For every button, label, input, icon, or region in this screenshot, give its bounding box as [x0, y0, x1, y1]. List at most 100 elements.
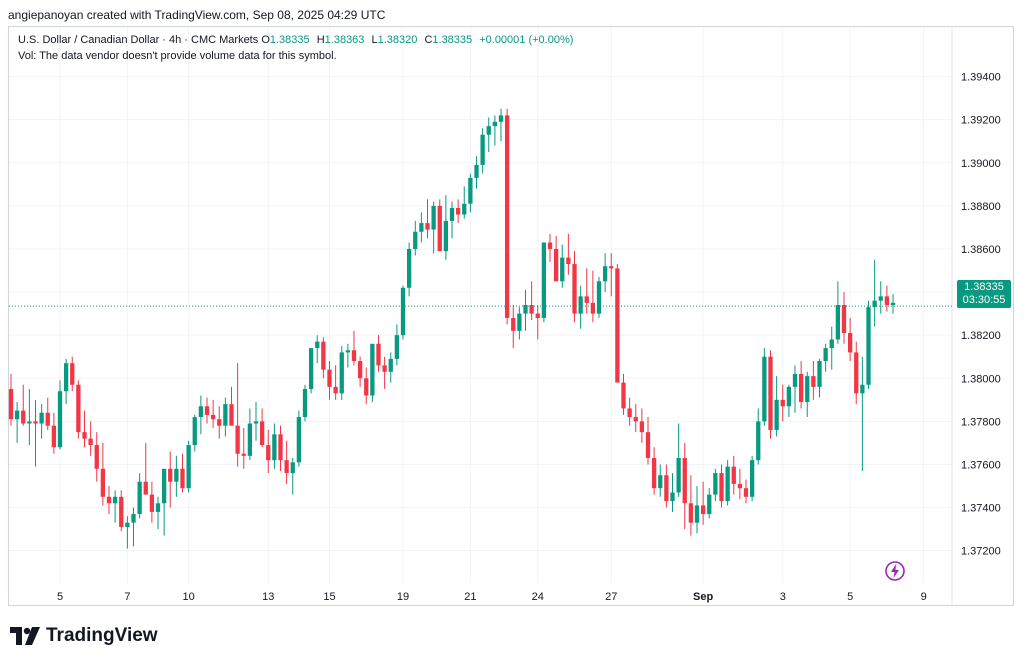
candle-body: [474, 164, 479, 178]
candle-body: [394, 335, 400, 359]
candle-body: [357, 361, 363, 379]
candle-body: [106, 496, 112, 504]
candle-body: [51, 425, 57, 448]
candle-body: [315, 341, 320, 349]
y-tick-label: 1.37400: [961, 503, 1001, 515]
candle-body: [63, 363, 69, 392]
candle-body: [860, 384, 865, 394]
candle-body: [835, 305, 841, 340]
low-value: 1.38320: [377, 34, 418, 46]
candle-body: [694, 505, 700, 523]
candle-body: [272, 434, 277, 461]
x-tick-label: 24: [532, 591, 544, 603]
candle-body: [854, 352, 859, 394]
candle-body: [737, 483, 743, 489]
candle-body: [529, 305, 534, 314]
candle-body: [517, 313, 522, 331]
candle-body: [290, 462, 295, 474]
candle-body: [486, 126, 491, 135]
x-tick-label: 27: [605, 591, 617, 603]
candle-body: [707, 494, 712, 515]
candle-body: [419, 223, 424, 232]
brand-name: TradingView: [46, 625, 158, 646]
candle-body: [174, 468, 179, 482]
candle-body: [762, 356, 767, 422]
candle-body: [27, 421, 32, 424]
candle-body: [247, 423, 253, 456]
candle-body: [45, 412, 50, 426]
candle-body: [259, 421, 265, 446]
candle-body: [627, 408, 632, 418]
candle-body: [572, 264, 577, 314]
x-tick-label: Sep: [693, 591, 713, 603]
candle-body: [731, 466, 736, 484]
candle-body: [149, 494, 155, 512]
candle-body: [639, 421, 645, 433]
candle-body: [94, 445, 99, 469]
change-value: +0.00001 (+0.00%): [479, 34, 574, 46]
candle-body: [749, 460, 755, 497]
candle-body: [406, 248, 412, 288]
candle-body: [578, 296, 583, 314]
candle-body: [547, 242, 553, 249]
candle-body: [492, 121, 498, 127]
lightning-icon[interactable]: [884, 560, 906, 582]
candle-body: [602, 266, 608, 282]
high-value: 1.38363: [324, 34, 365, 46]
candle-body: [866, 307, 871, 385]
current-price-label: 1.38335: [964, 281, 1004, 293]
candle-body: [676, 458, 681, 493]
candle-body: [296, 417, 302, 463]
high-label: H: [316, 34, 325, 46]
candle-body: [76, 384, 81, 433]
candle-body: [841, 305, 847, 334]
candle-body: [743, 488, 749, 497]
candle-body: [829, 339, 834, 349]
chart-frame[interactable]: [8, 26, 1014, 606]
candle-body: [847, 333, 853, 353]
y-tick-label: 1.37200: [961, 546, 1001, 558]
candle-body: [345, 350, 351, 353]
tradingview-logo-icon: [10, 627, 40, 645]
candle-body: [143, 481, 148, 495]
candle-body: [719, 473, 724, 502]
x-tick-label: 19: [397, 591, 409, 603]
candle-body: [780, 399, 785, 407]
candle-body: [131, 514, 136, 523]
candle-body: [308, 348, 314, 390]
candle-body: [449, 208, 455, 221]
candle-body: [560, 257, 565, 282]
candle-body: [541, 242, 547, 318]
candle-body: [400, 287, 406, 336]
candle-body: [351, 350, 357, 362]
ohlc-legend: U.S. Dollar / Canadian Dollar · 4h · CMC…: [18, 34, 577, 46]
candle-body: [792, 373, 798, 387]
current-price-badge: 1.38335 03:30:55: [957, 280, 1011, 308]
candle-body: [229, 404, 234, 426]
candle-body: [333, 386, 338, 394]
candle-body: [553, 248, 559, 282]
x-tick-label: 7: [124, 591, 130, 603]
candle-body: [455, 208, 461, 215]
x-tick-label: 9: [921, 591, 927, 603]
candle-body: [327, 369, 332, 387]
candle-body: [823, 348, 828, 362]
x-tick-label: 10: [183, 591, 195, 603]
candle-body: [180, 468, 185, 489]
candle-body: [217, 419, 222, 426]
open-value: 1.38335: [269, 34, 310, 46]
candle-body: [137, 481, 142, 515]
candle-body: [756, 421, 761, 461]
candle-body: [223, 404, 228, 426]
candle-body: [339, 352, 344, 394]
tradingview-brand[interactable]: TradingView: [10, 625, 158, 647]
candle-body: [480, 134, 485, 165]
candle-body: [235, 425, 240, 454]
candle-body: [511, 317, 516, 331]
candle-body: [798, 373, 804, 402]
candle-body: [376, 343, 381, 366]
y-tick-label: 1.39400: [961, 72, 1001, 84]
candle-body: [33, 421, 38, 424]
candle-body: [21, 410, 26, 424]
